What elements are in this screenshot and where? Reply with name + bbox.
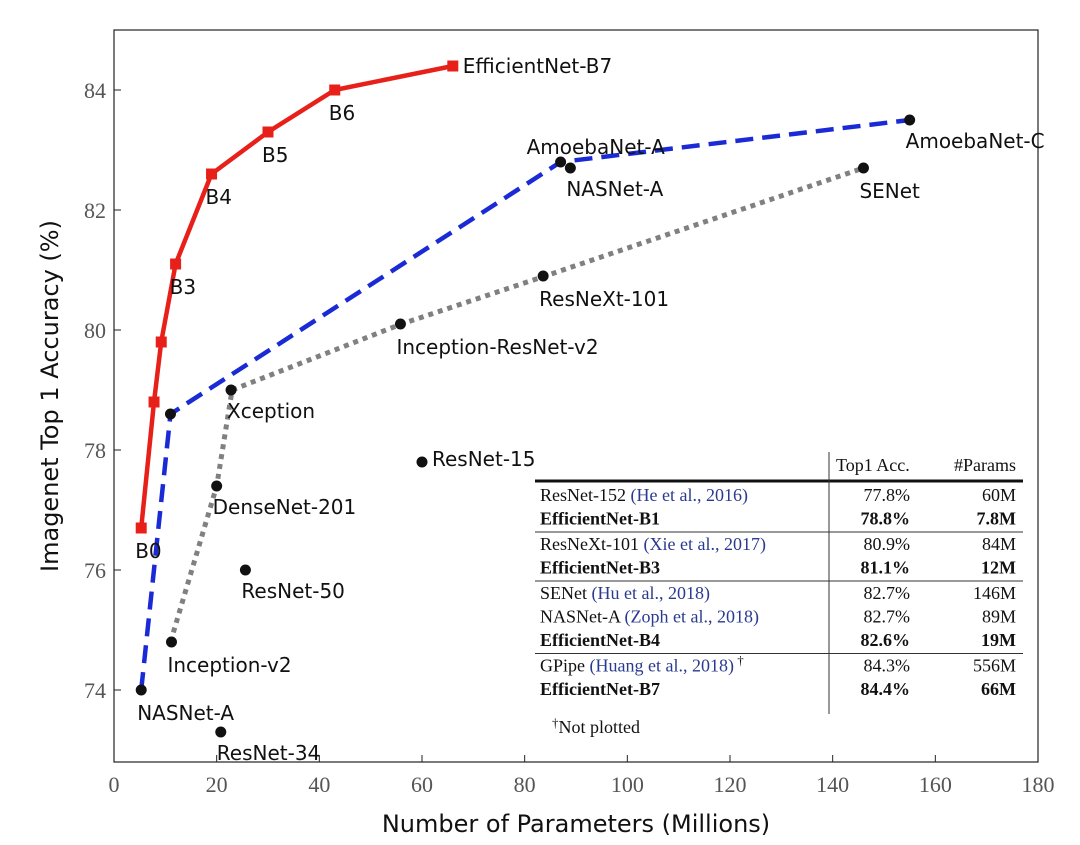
- point-label-amoebanet-a: AmoebaNet-A: [527, 135, 666, 159]
- y-tick-label: 78: [84, 438, 106, 463]
- efficientnet-label-b0: B0: [135, 539, 161, 563]
- table-acc-cell: 77.8%: [864, 485, 911, 505]
- table-acc-cell: 84.3%: [864, 656, 911, 676]
- x-tick-label: 100: [611, 772, 644, 797]
- point-labels: NASNet-A ResNet-34 Inception-v2 ResNet-50 De…: [135, 54, 1044, 765]
- x-axis-title: Number of Parameters (Millions): [382, 810, 770, 838]
- point-label-resnet-152: ResNet-152: [432, 447, 548, 471]
- efficientnet-marker: [135, 522, 147, 534]
- model-point: [564, 162, 576, 174]
- data-points: [135, 60, 916, 738]
- table-model-cell: NASNet-A (Zoph et al., 2018): [540, 607, 759, 628]
- point-label-inception-v2: Inception-v2: [167, 653, 291, 677]
- table-params-cell: 19M: [981, 630, 1016, 650]
- axis-ticks: 0 20 40 60 80 100 120 140 160 180 74 76 78 80 82 84: [84, 78, 1055, 797]
- efficientnet-label-b3: B3: [170, 275, 196, 299]
- efficientnet-marker: [447, 60, 459, 72]
- efficientnet-marker: [206, 168, 218, 180]
- table-model-cell: EfficientNet-B3: [540, 558, 660, 578]
- efficientnet-marker: [262, 126, 274, 138]
- table-params-cell: 556M: [973, 656, 1016, 676]
- x-tick-label: 0: [109, 772, 120, 797]
- model-point: [394, 318, 406, 330]
- table-model-cell: GPipe (Huang et al., 2018) †: [540, 653, 744, 677]
- table-background: [535, 448, 1023, 738]
- table-params-cell: 66M: [981, 679, 1016, 699]
- table-params-cell: 84M: [982, 534, 1016, 554]
- y-tick-label: 84: [84, 78, 106, 103]
- efficientnet-marker: [170, 258, 182, 270]
- y-tick-label: 74: [84, 678, 106, 703]
- model-point: [416, 456, 428, 468]
- model-point: [555, 156, 567, 168]
- efficientnet-marker: [155, 336, 167, 348]
- point-label-resnet-50: ResNet-50: [241, 579, 345, 603]
- table-acc-cell: 80.9%: [864, 534, 911, 554]
- table-params-cell: 146M: [973, 583, 1016, 603]
- table-model-cell: EfficientNet-B1: [540, 509, 660, 529]
- table-model-cell: EfficientNet-B4: [540, 630, 660, 650]
- x-tick-label: 140: [816, 772, 849, 797]
- model-point: [857, 162, 869, 174]
- point-label-resnet-34: ResNet-34: [217, 741, 320, 765]
- point-label-xception: Xception: [227, 399, 315, 423]
- table-acc-cell: 82.7%: [864, 607, 911, 627]
- table-header-params: #Params: [954, 455, 1016, 475]
- series-lines: [138, 63, 910, 691]
- efficientnet-marker: [148, 396, 160, 408]
- point-label-inception-resnet-v2: Inception-ResNet-v2: [396, 335, 598, 359]
- table-params-cell: 7.8M: [977, 509, 1017, 529]
- efficientnet-line: [138, 63, 454, 529]
- table-params-cell: 89M: [982, 607, 1016, 627]
- efficientnet-label-efficientnet-b7: EfficientNet-B7: [463, 54, 612, 78]
- y-tick-label: 76: [84, 558, 106, 583]
- x-tick-label: 80: [514, 772, 536, 797]
- table-acc-cell: 82.6%: [861, 630, 911, 650]
- model-point: [165, 636, 177, 648]
- model-point: [537, 270, 549, 282]
- x-tick-label: 180: [1022, 772, 1055, 797]
- table-acc-cell: 82.7%: [864, 583, 911, 603]
- table-footnote: †Not plotted: [552, 715, 640, 737]
- x-tick-label: 160: [919, 772, 952, 797]
- x-tick-label: 20: [206, 772, 228, 797]
- table-acc-cell: 78.8%: [861, 509, 911, 529]
- model-point: [215, 726, 227, 738]
- efficientnet-label-b5: B5: [262, 143, 288, 167]
- table-header-acc: Top1 Acc.: [836, 455, 910, 475]
- y-tick-label: 82: [84, 198, 106, 223]
- point-label-resnext-101: ResNeXt-101: [539, 287, 669, 311]
- point-label-amoebanet-c: AmoebaNet-C: [906, 129, 1045, 153]
- point-label-densenet-201: DenseNet-201: [213, 495, 357, 519]
- model-point: [225, 384, 237, 396]
- table-model-cell: ResNet-152 (He et al., 2016): [540, 485, 748, 506]
- table-acc-cell: 81.1%: [861, 558, 911, 578]
- x-tick-label: 40: [308, 772, 330, 797]
- x-tick-label: 120: [714, 772, 747, 797]
- efficientnet-marker: [329, 84, 341, 96]
- model-point: [135, 684, 147, 696]
- point-label-nasnet-a: NASNet-A: [137, 701, 234, 725]
- table-model-cell: SENet (Hu et al., 2018): [540, 583, 710, 604]
- x-tick-label: 60: [411, 772, 433, 797]
- point-label-senet: SENet: [859, 179, 920, 203]
- table-acc-cell: 84.4%: [861, 679, 911, 699]
- efficientnet-label-b6: B6: [329, 101, 355, 125]
- table-params-cell: 60M: [982, 485, 1016, 505]
- handcrafted-family-line: [168, 165, 865, 643]
- y-tick-label: 80: [84, 318, 106, 343]
- nas-family-line: [138, 117, 910, 691]
- comparison-table: Top1 Acc. #Params ResNet-152 (He et al., 2…: [535, 448, 1023, 738]
- table-model-cell: ResNeXt-101 (Xie et al., 2017): [540, 534, 766, 555]
- model-point: [211, 480, 223, 492]
- efficientnet-label-b4: B4: [206, 185, 232, 209]
- y-axis-title: Imagenet Top 1 Accuracy (%): [36, 220, 64, 572]
- model-point: [239, 564, 251, 576]
- point-label-nasnet-a: NASNet-A: [566, 177, 663, 201]
- table-params-cell: 12M: [981, 558, 1016, 578]
- model-point: [164, 408, 176, 420]
- model-point: [904, 114, 916, 126]
- table-model-cell: EfficientNet-B7: [540, 679, 660, 699]
